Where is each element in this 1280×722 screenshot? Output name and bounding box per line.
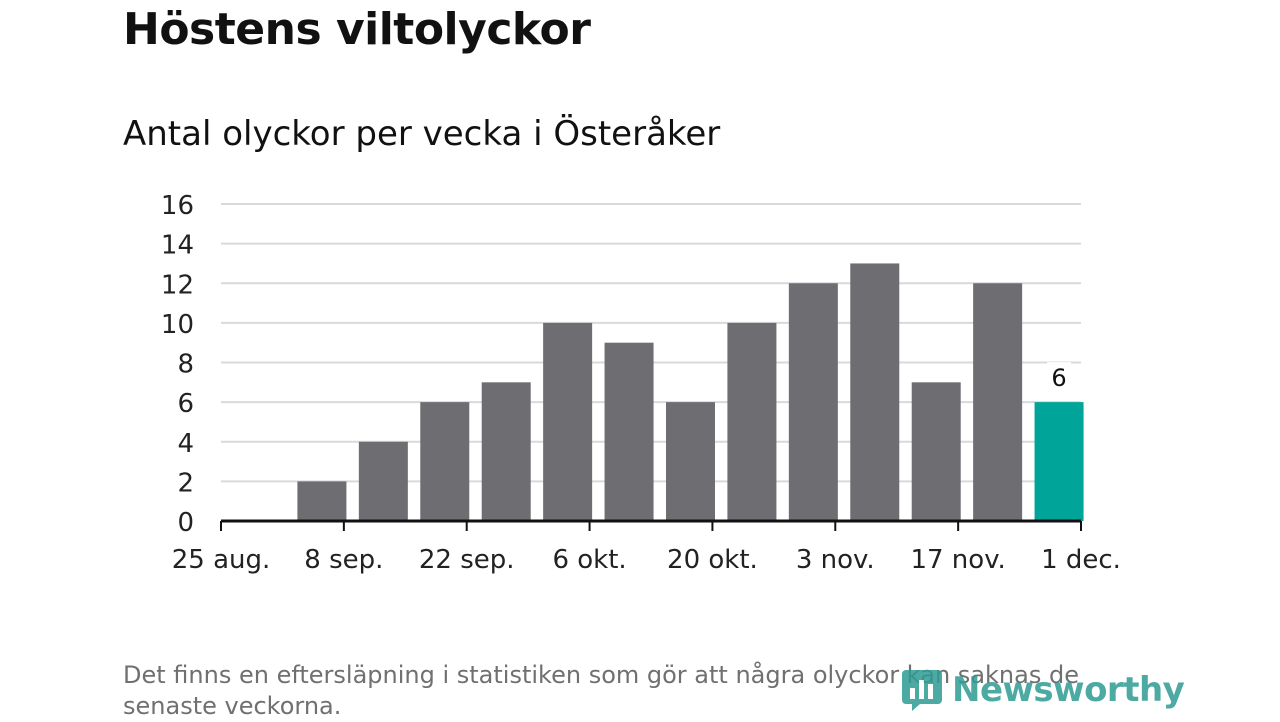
bar-2019-09-09 (358, 441, 408, 521)
y-tick-label: 0 (177, 508, 194, 538)
bar-2019-10-14 (665, 402, 715, 521)
bar-2019-10-07 (604, 342, 654, 521)
data-label: 6 (1051, 364, 1066, 392)
data-labels: 6 (1047, 362, 1072, 393)
bar-2019-09-02 (297, 481, 347, 521)
y-tick-label: 2 (177, 468, 194, 498)
bar-2019-11-25 (1034, 402, 1084, 521)
x-tick-label: 25 aug. (172, 545, 271, 575)
y-tick-label: 12 (161, 270, 194, 300)
x-tick-label: 17 nov. (910, 545, 1005, 575)
bar-2019-09-16 (420, 402, 470, 521)
bar-2019-11-04 (850, 263, 900, 521)
bar-2019-11-18 (973, 283, 1023, 521)
y-tick-label: 8 (177, 350, 194, 380)
x-tick-label: 6 okt. (552, 545, 626, 575)
chart-subtitle: Antal olyckor per vecka i Österåker (123, 114, 721, 154)
bars (297, 263, 1084, 521)
bar-2019-10-21 (727, 322, 777, 521)
x-tick-label: 3 nov. (796, 545, 875, 575)
y-axis-ticks: 0 2 4 6 8 10 12 14 16 (161, 191, 194, 538)
bar-2019-10-28 (788, 283, 838, 521)
bar-2019-11-11 (911, 382, 961, 521)
data-label-bg (1047, 362, 1072, 393)
y-tick-label: 14 (161, 231, 194, 261)
y-tick-label: 16 (161, 191, 194, 221)
newsworthy-logo: Newsworthy (900, 668, 1185, 712)
y-tick-label: 6 (177, 389, 194, 419)
x-tick-label: 22 sep. (419, 545, 515, 575)
bar-2019-09-30 (543, 322, 593, 521)
newsworthy-logo-icon (902, 670, 942, 711)
y-tick-label: 10 (161, 310, 194, 340)
x-tick-label: 8 sep. (304, 545, 383, 575)
newsworthy-logo-text: Newsworthy (952, 670, 1185, 710)
page-title: Höstens viltolyckor (123, 4, 591, 55)
x-axis: 25 aug. 8 sep. 22 sep. 6 okt. 20 okt. 3 nov. 1… (172, 519, 1121, 575)
x-tick-label: 1 dec. (1041, 545, 1121, 575)
bar-2019-09-23 (481, 382, 531, 521)
x-tick-label: 20 okt. (667, 545, 758, 575)
y-tick-label: 4 (177, 429, 194, 459)
